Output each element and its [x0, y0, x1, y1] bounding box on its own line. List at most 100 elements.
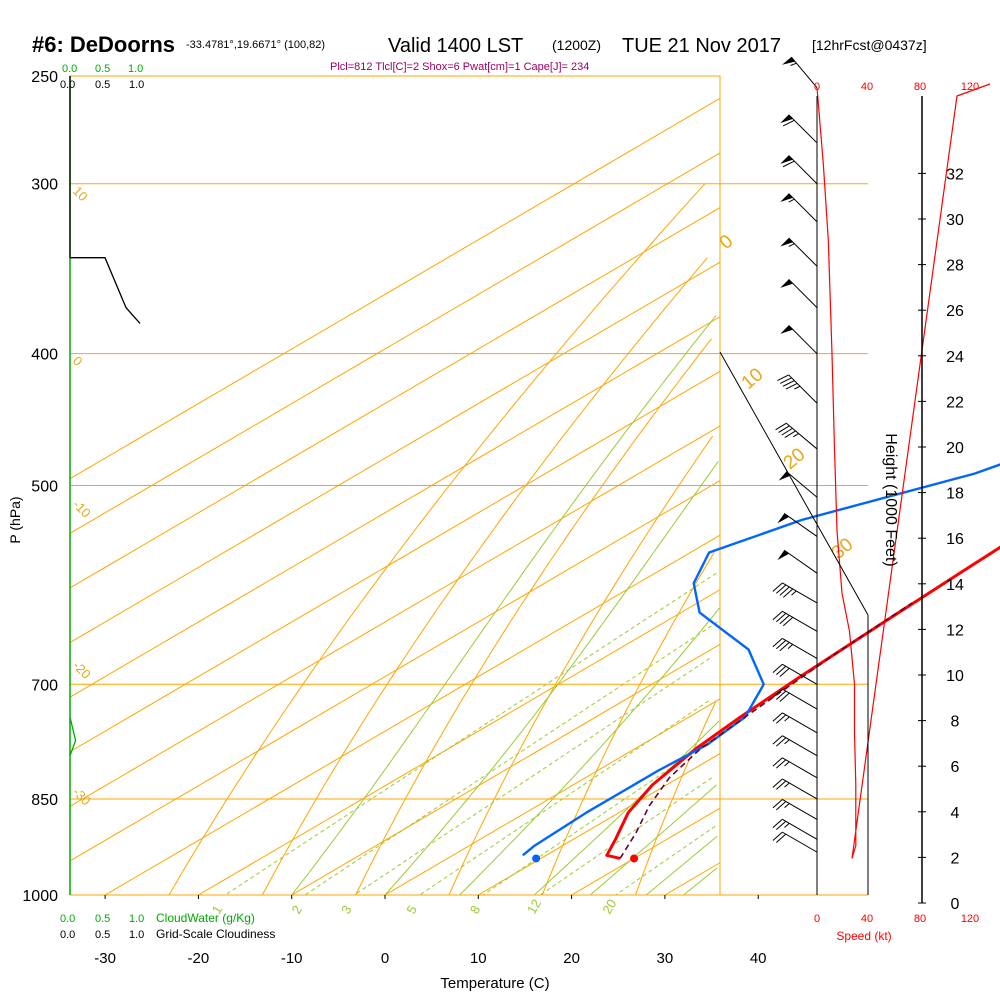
barb-flag [780, 193, 793, 203]
barb-full [772, 799, 783, 809]
barb-full [772, 735, 783, 745]
height-tick-label: 32 [946, 166, 964, 183]
barb-staff [788, 374, 818, 404]
height-tick-label: 2 [951, 850, 960, 867]
station-title: #6: DeDoorns [32, 32, 175, 57]
barb-full [779, 586, 790, 596]
barb-full [779, 614, 790, 625]
top-cw-tick-0: 0.0 [62, 63, 77, 75]
wind-barb [780, 114, 818, 144]
barb-full [779, 667, 790, 678]
barb-staff [783, 513, 818, 537]
barb-staff [782, 712, 818, 734]
isotherm-line [291, 643, 721, 896]
axes: -30 -20 -10 0 10 20 30 402503004005007008501000… [22, 69, 964, 967]
isotherm-line [478, 753, 721, 896]
barb-staff [788, 193, 818, 223]
isotherm-line [571, 807, 721, 896]
barb-full [780, 377, 792, 384]
utc-time: (1200Z) [552, 37, 601, 53]
barb-flag [780, 114, 793, 124]
mixing-ratio-line [304, 621, 718, 896]
height-tick-label: 30 [946, 212, 964, 229]
barb-staff [782, 663, 818, 685]
barb-full [785, 382, 798, 390]
wind-barb [772, 735, 818, 757]
moist-adiabat [589, 784, 717, 896]
wind-barb [780, 278, 818, 308]
isotherm-line [664, 862, 721, 896]
valid-time: Valid 1400 LST [388, 35, 523, 57]
wind-barb [772, 757, 818, 779]
height-tick-label: 8 [951, 714, 960, 731]
barb-staff [782, 735, 818, 757]
wind-barb [772, 799, 818, 820]
speed-top-tick-0: 0 [814, 81, 820, 93]
barb-half [784, 822, 790, 828]
barb-staff [788, 114, 818, 144]
mixing-ratio-line [482, 740, 712, 896]
barb-half [784, 782, 790, 788]
speed-bottom-tick-2: 80 [914, 913, 926, 925]
speed-axis-label: Speed (kt) [836, 929, 891, 943]
wind-barb [772, 610, 818, 632]
barb-half [788, 198, 795, 203]
barb-half [790, 62, 797, 66]
barb-staff [788, 237, 818, 267]
height-tick-label: 22 [946, 394, 964, 411]
barb-staff [786, 422, 818, 450]
profile-series [69, 76, 1000, 895]
speed-top-tick-3: 120 [961, 81, 979, 93]
top-cloud-tick-0: 0.0 [60, 79, 75, 91]
mixing-ratio-line [615, 825, 716, 896]
barb-half [788, 243, 795, 247]
barb-full [776, 759, 787, 769]
height-tick-label: 6 [951, 759, 960, 776]
barb-half [791, 590, 797, 596]
moist-adiabat [533, 720, 720, 896]
wind-barb [778, 471, 818, 498]
wind-barb [775, 422, 818, 450]
valid-date: TUE 21 Nov 2017 [622, 35, 781, 57]
wind-barb [772, 582, 818, 604]
barb-full [772, 688, 783, 698]
surface-temperature-dot [630, 854, 639, 863]
temperature-line [605, 545, 1000, 860]
pressure-tick-label: 400 [31, 347, 58, 364]
wind-barbs [772, 56, 818, 853]
pressure-tick-label: 500 [31, 479, 58, 496]
barb-half [784, 761, 790, 767]
barb-staff [782, 818, 818, 840]
barb-staff [782, 778, 818, 800]
height-tick-label: 10 [946, 668, 964, 685]
wind-barb [772, 818, 818, 840]
isotherm-label-left: -20 [70, 658, 94, 682]
isotherm-line [104, 534, 721, 896]
mixing-ratio-line [354, 657, 710, 896]
cloud-water-line [69, 716, 77, 756]
mixing-ratio-label: 3 [338, 903, 355, 917]
bottom-cw-tick-1: 0.5 [95, 913, 110, 925]
isotherm-line [384, 698, 721, 896]
dry-adiabat [635, 700, 717, 896]
isotherm-label-right: 30 [828, 534, 858, 564]
barb-full [779, 642, 790, 652]
barb-half [787, 644, 794, 649]
mixing-ratio-labels: 1 2 3 5 8 12 20 [209, 896, 620, 916]
dry-adiabat [355, 338, 712, 896]
barb-full [776, 665, 787, 676]
wind-barb [772, 712, 818, 734]
barb-half [792, 433, 799, 438]
barb-full [776, 801, 787, 811]
barb-full [775, 422, 787, 431]
barb-staff [782, 637, 818, 659]
x-tick-label: 30 [657, 950, 674, 967]
barb-staff [782, 610, 818, 632]
barb-full [782, 616, 794, 627]
barb-staff [786, 471, 818, 498]
barb-full [782, 160, 795, 168]
isotherm-label-right: 0 [716, 231, 738, 254]
wind-barb [772, 778, 818, 800]
barb-full [776, 690, 787, 700]
barb-full [777, 374, 789, 382]
